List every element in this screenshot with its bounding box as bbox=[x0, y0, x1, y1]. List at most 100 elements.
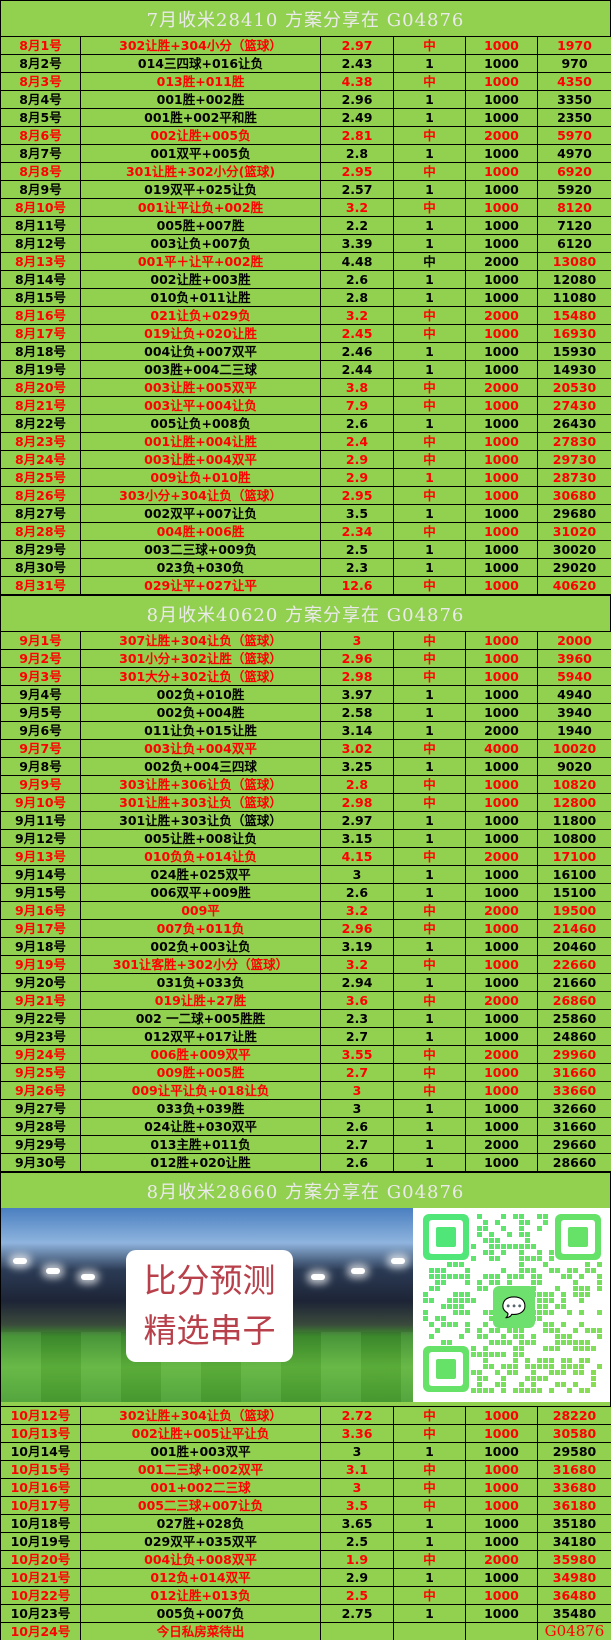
total-cell: 12800 bbox=[537, 793, 611, 812]
odds-cell: 3.2 bbox=[320, 198, 394, 217]
odds-cell: 2.46 bbox=[320, 342, 394, 361]
plan-cell: 012让胜+013负 bbox=[80, 1586, 321, 1605]
date-cell: 8月19号 bbox=[0, 360, 81, 379]
table-row: 9月28号 024让胜+030双平 2.6 1 1000 31660 bbox=[0, 1117, 611, 1136]
odds-cell: 2.96 bbox=[320, 919, 394, 938]
result-cell: 1 bbox=[393, 1514, 466, 1533]
plan-cell: 023负+030负 bbox=[80, 558, 321, 577]
table-row: 9月22号 002 一二球+005胜胜 2.3 1 1000 25860 bbox=[0, 1009, 611, 1028]
total-cell: 35180 bbox=[537, 1514, 611, 1533]
date-cell: 9月5号 bbox=[0, 703, 81, 722]
total-cell: 9020 bbox=[537, 757, 611, 776]
table-row: 8月2号 014三四球+016让负 2.43 1 1000 970 bbox=[0, 54, 611, 73]
table-row: 8月7号 001双平+005负 2.8 1 1000 4970 bbox=[0, 144, 611, 163]
table-row: 8月5号 001胜+002平和胜 2.49 1 1000 2350 bbox=[0, 108, 611, 127]
result-cell: 1 bbox=[393, 1604, 466, 1623]
result-cell: 1 bbox=[393, 1153, 466, 1172]
result-cell: 中 bbox=[393, 793, 466, 812]
date-cell: 8月29号 bbox=[0, 540, 81, 559]
plan-cell: 033负+039胜 bbox=[80, 1099, 321, 1118]
plan-cell: 001让胜+004让胜 bbox=[80, 432, 321, 451]
total-cell: 14930 bbox=[537, 360, 611, 379]
total-cell: 26430 bbox=[537, 414, 611, 433]
plan-cell: 009胜+005胜 bbox=[80, 1063, 321, 1082]
odds-cell: 2.8 bbox=[320, 775, 394, 794]
total-cell: 33680 bbox=[537, 1478, 611, 1497]
total-cell: 20530 bbox=[537, 378, 611, 397]
stake-cell: 1000 bbox=[465, 973, 538, 992]
stake-cell: 1000 bbox=[465, 216, 538, 235]
odds-cell: 3.1 bbox=[320, 1460, 394, 1479]
wechat-qr-code-icon: 💬 bbox=[413, 1208, 610, 1402]
result-cell: 中 bbox=[393, 739, 466, 758]
total-cell: 31660 bbox=[537, 1117, 611, 1136]
table-row: 8月26号 303小分+304让负（篮球） 2.95 中 1000 30680 bbox=[0, 486, 611, 505]
date-cell: 10月20号 bbox=[0, 1550, 81, 1569]
table-row: 10月22号 012让胜+013负 2.5 中 1000 36480 bbox=[0, 1586, 611, 1605]
total-cell: 6120 bbox=[537, 234, 611, 253]
result-cell: 1 bbox=[393, 234, 466, 253]
table-row: 8月24号 003让胜+004双平 2.9 中 1000 29730 bbox=[0, 450, 611, 469]
stake-cell: 1000 bbox=[465, 90, 538, 109]
total-cell: 20460 bbox=[537, 937, 611, 956]
stake-cell: 1000 bbox=[465, 955, 538, 974]
result-cell: 中 bbox=[393, 198, 466, 217]
table-row: 10月13号 002让胜+005让平让负 3.36 中 1000 30580 bbox=[0, 1424, 611, 1443]
odds-cell: 3.65 bbox=[320, 1514, 394, 1533]
result-cell: 中 bbox=[393, 126, 466, 145]
odds-cell: 2.5 bbox=[320, 1586, 394, 1605]
table-row: 8月4号 001胜+002胜 2.96 1 1000 3350 bbox=[0, 90, 611, 109]
date-cell: 9月24号 bbox=[0, 1045, 81, 1064]
date-cell: 9月8号 bbox=[0, 757, 81, 776]
table-row: 8月16号 021让负+029负 3.2 中 2000 15480 bbox=[0, 306, 611, 325]
total-cell: 1970 bbox=[537, 36, 611, 55]
plan-cell: 019让负+020让胜 bbox=[80, 324, 321, 343]
result-cell: 中 bbox=[393, 1478, 466, 1497]
date-cell: 8月16号 bbox=[0, 306, 81, 325]
odds-cell: 3.02 bbox=[320, 739, 394, 758]
total-cell: 13080 bbox=[537, 252, 611, 271]
total-cell: 12080 bbox=[537, 270, 611, 289]
stake-cell: 1000 bbox=[465, 1009, 538, 1028]
odds-cell: 3.14 bbox=[320, 721, 394, 740]
result-cell: 中 bbox=[393, 72, 466, 91]
table-row: 8月13号 001平＋让平+002胜 4.48 中 2000 13080 bbox=[0, 252, 611, 271]
plan-cell: 003二三球+009负 bbox=[80, 540, 321, 559]
table-row: 8月8号 301让胜+302小分(篮球) 2.95 中 1000 6920 bbox=[0, 162, 611, 181]
odds-cell: 2.7 bbox=[320, 1135, 394, 1154]
table-row: 9月15号 006双平+009胜 2.6 1 1000 15100 bbox=[0, 883, 611, 902]
total-cell: 5970 bbox=[537, 126, 611, 145]
table-row: 9月29号 013主胜+011负 2.7 1 2000 29660 bbox=[0, 1135, 611, 1154]
plan-cell: 002负+003让负 bbox=[80, 937, 321, 956]
date-cell: 10月19号 bbox=[0, 1532, 81, 1551]
date-cell: 9月28号 bbox=[0, 1117, 81, 1136]
odds-cell: 2.43 bbox=[320, 54, 394, 73]
date-cell: 10月21号 bbox=[0, 1568, 81, 1587]
stake-cell: 1000 bbox=[465, 450, 538, 469]
svg-text:💬: 💬 bbox=[502, 1295, 527, 1319]
total-cell: 7120 bbox=[537, 216, 611, 235]
odds-cell: 2.6 bbox=[320, 883, 394, 902]
table-row: 8月12号 003让负+007负 3.39 1 1000 6120 bbox=[0, 234, 611, 253]
table-row: 8月14号 002让胜+003胜 2.6 1 1000 12080 bbox=[0, 270, 611, 289]
total-cell: 19500 bbox=[537, 901, 611, 920]
stake-cell: 1000 bbox=[465, 324, 538, 343]
result-cell: 1 bbox=[393, 1027, 466, 1046]
date-cell: 9月15号 bbox=[0, 883, 81, 902]
date-cell: 10月14号 bbox=[0, 1442, 81, 1461]
total-cell: 31680 bbox=[537, 1460, 611, 1479]
table-row: 10月18号 027胜+028负 3.65 1 1000 35180 bbox=[0, 1514, 611, 1533]
plan-cell: 307让胜+304让负（篮球） bbox=[80, 631, 321, 650]
result-cell: 1 bbox=[393, 865, 466, 884]
section-title: 8月收米28660 方案分享在 G04876 bbox=[0, 1172, 611, 1208]
plan-cell: 002负+004胜 bbox=[80, 703, 321, 722]
date-cell: 9月26号 bbox=[0, 1081, 81, 1100]
result-cell: 中 bbox=[393, 36, 466, 55]
table-row: 9月1号 307让胜+304让负（篮球） 3 中 1000 2000 bbox=[0, 631, 611, 650]
result-cell: 1 bbox=[393, 1442, 466, 1461]
result-cell: 1 bbox=[393, 703, 466, 722]
date-cell: 10月23号 bbox=[0, 1604, 81, 1623]
table-row: 10月23号 005负+007负 2.75 1 1000 35480 bbox=[0, 1604, 611, 1623]
table-row: 9月17号 007负+011负 2.96 中 1000 21460 bbox=[0, 919, 611, 938]
odds-cell: 2.94 bbox=[320, 973, 394, 992]
